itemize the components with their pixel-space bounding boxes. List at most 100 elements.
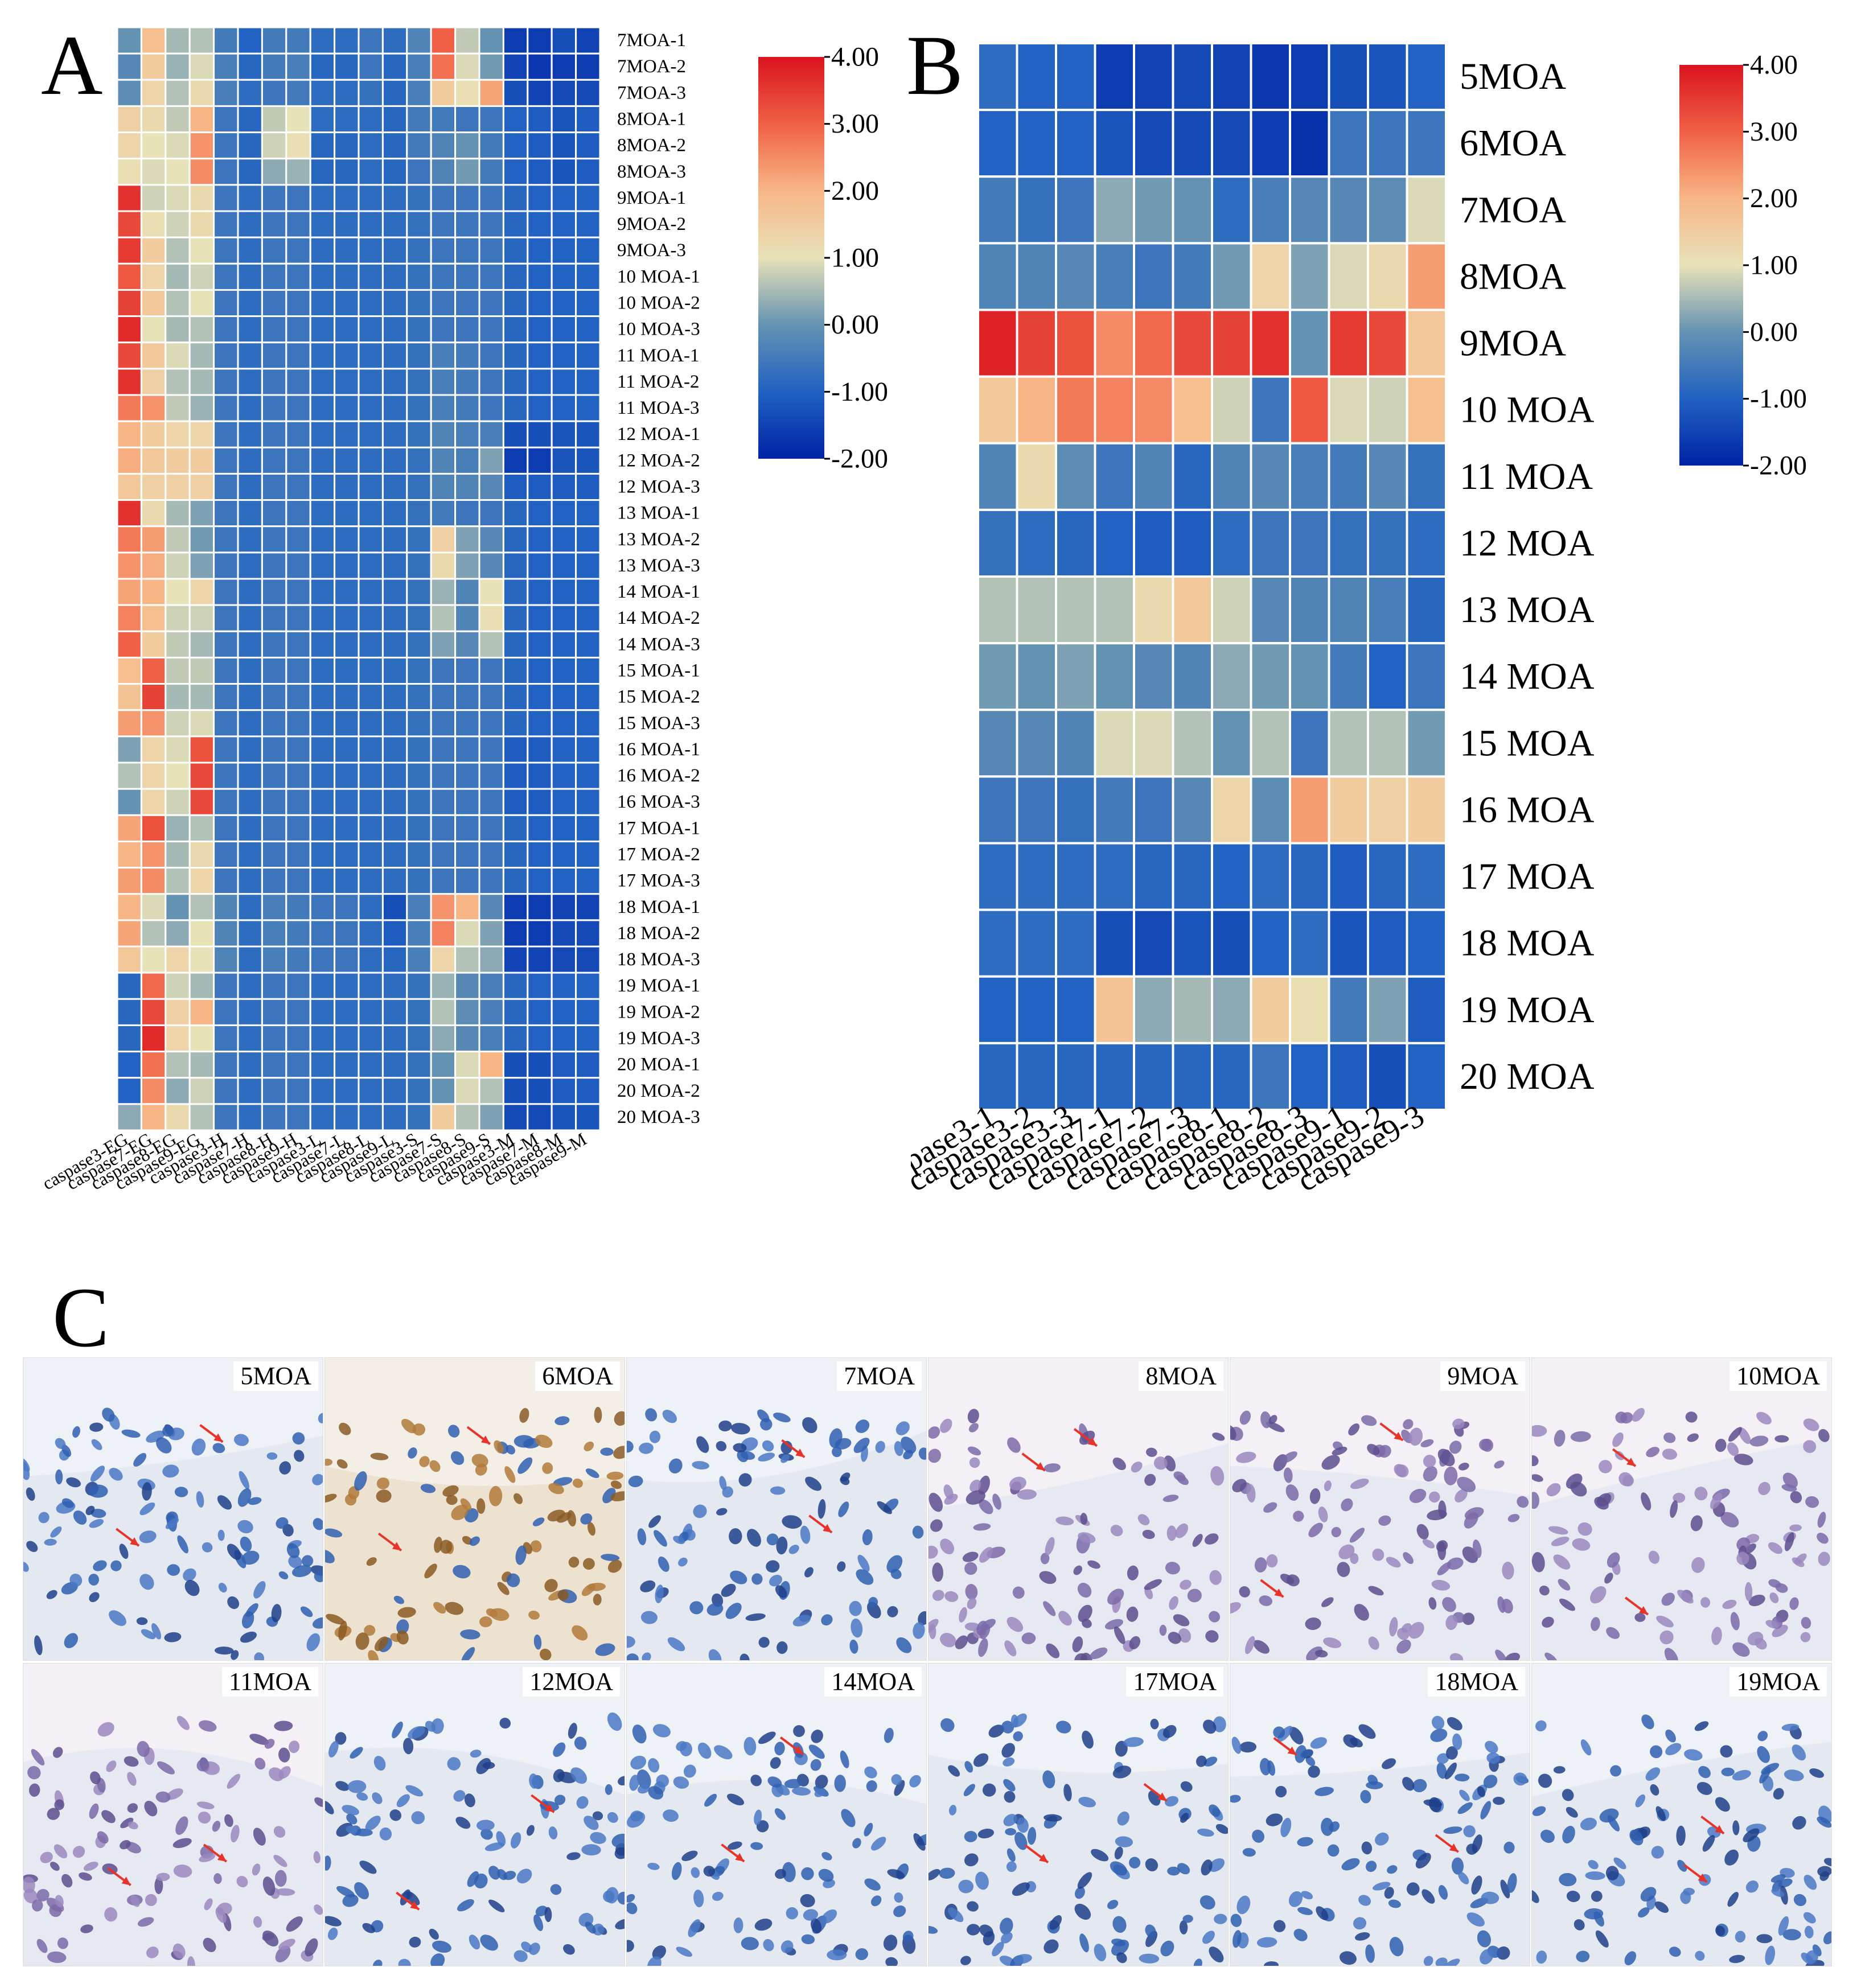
heatmap-cell — [406, 919, 432, 948]
heatmap-cell — [527, 236, 553, 265]
cell-nucleus — [1107, 1900, 1119, 1909]
cell-nucleus — [1193, 1958, 1202, 1966]
heatmap-cell — [1055, 242, 1096, 311]
heatmap-cell — [454, 709, 480, 738]
cell-nucleus — [28, 1783, 40, 1797]
cell-nucleus — [1013, 1713, 1027, 1727]
ihc-tile-label: 19MOA — [1729, 1667, 1827, 1697]
cell-nucleus — [1245, 1636, 1255, 1654]
cell-nucleus — [130, 1895, 140, 1907]
row-label: 5MOA — [1460, 56, 1566, 97]
heatmap-cell — [406, 551, 432, 580]
cell-nucleus — [1444, 1466, 1458, 1485]
heatmap-cell — [550, 210, 577, 238]
heatmap-cell — [454, 315, 480, 344]
cell-nucleus — [1677, 1590, 1694, 1604]
cell-nucleus — [460, 1629, 480, 1640]
heatmap-cell — [527, 341, 553, 370]
cell-nucleus — [535, 1434, 553, 1448]
heatmap-cell — [116, 551, 142, 580]
cell-nucleus — [1305, 1617, 1321, 1630]
heatmap-cell — [358, 788, 384, 816]
cell-nucleus — [237, 1520, 253, 1534]
row-label: 14 MOA-3 — [617, 634, 700, 655]
cell-nucleus — [1378, 1515, 1391, 1526]
cell-nucleus — [1077, 1583, 1092, 1598]
heatmap-cell — [1250, 109, 1291, 178]
cell-nucleus — [964, 1853, 979, 1867]
cell-nucleus — [453, 1565, 471, 1579]
heatmap-cell — [140, 289, 167, 318]
heatmap-cell — [1094, 375, 1135, 444]
heatmap-cell — [1094, 508, 1135, 578]
heatmap-cell — [309, 420, 336, 448]
cell-nucleus — [776, 1536, 788, 1555]
heatmap-cell — [430, 762, 457, 790]
heatmap-cell — [575, 972, 601, 1000]
heatmap-cell — [165, 341, 191, 370]
cell-nucleus — [1212, 1433, 1225, 1441]
cell-nucleus — [1744, 1543, 1756, 1554]
heatmap-cell — [1406, 375, 1447, 444]
heatmap-cell — [550, 972, 577, 1000]
cell-nucleus — [429, 1460, 441, 1472]
cell-nucleus — [712, 1891, 724, 1901]
heatmap-cell — [575, 1077, 601, 1105]
cell-nucleus — [325, 1855, 331, 1871]
heatmap-cell — [1406, 709, 1447, 778]
heatmap-cell — [165, 814, 191, 842]
heatmap-cell — [1328, 775, 1369, 845]
row-label: 9MOA-2 — [617, 214, 686, 234]
heatmap-cell — [1328, 908, 1369, 978]
heatmap-cell — [309, 289, 336, 318]
cell-nucleus — [432, 1940, 451, 1953]
cell-nucleus — [253, 1580, 266, 1599]
heatmap-cell — [334, 472, 360, 501]
cell-nucleus — [1043, 1463, 1061, 1472]
cell-nucleus — [1715, 1925, 1725, 1936]
cell-nucleus — [314, 1797, 323, 1807]
heatmap-cell — [358, 446, 384, 475]
cell-nucleus — [1435, 1957, 1448, 1966]
cell-nucleus — [1789, 1597, 1799, 1610]
heatmap-cell — [381, 472, 408, 501]
heatmap-cell — [1055, 175, 1096, 245]
cell-nucleus — [480, 1935, 498, 1951]
cell-nucleus — [83, 1861, 98, 1871]
cell-nucleus — [397, 1607, 416, 1618]
heatmap-cell — [406, 1077, 432, 1105]
cell-nucleus — [1056, 1721, 1071, 1734]
heatmap-cell — [478, 52, 504, 81]
cell-nucleus — [196, 1759, 209, 1772]
heatmap-cell — [430, 998, 457, 1026]
cell-nucleus — [1809, 1768, 1825, 1778]
heatmap-cell — [1172, 242, 1213, 311]
cell-nucleus — [1451, 1857, 1464, 1875]
heatmap-cell — [575, 289, 601, 318]
heatmap-cell — [309, 184, 336, 212]
cell-nucleus — [1003, 1779, 1016, 1792]
cell-nucleus — [313, 1518, 323, 1530]
colorbar-tick-label: 4.00 — [831, 42, 879, 72]
heatmap-cell — [575, 604, 601, 632]
cell-nucleus — [566, 1852, 581, 1861]
heatmap-cell — [381, 525, 408, 554]
heatmap-cell — [1367, 375, 1408, 444]
cell-nucleus — [1365, 1944, 1375, 1963]
cell-nucleus — [204, 1898, 213, 1911]
heatmap-cell — [478, 814, 504, 842]
cell-nucleus — [54, 1844, 68, 1859]
heatmap-cell — [430, 79, 457, 107]
cell-nucleus — [1535, 1720, 1547, 1732]
heatmap-cell — [285, 472, 311, 501]
cell-nucleus — [800, 1525, 811, 1544]
cell-nucleus — [770, 1486, 786, 1495]
heatmap-cell — [381, 262, 408, 291]
cell-nucleus — [1209, 1611, 1221, 1623]
row-label: 7MOA-3 — [617, 83, 686, 103]
cell-nucleus — [55, 1469, 63, 1485]
heatmap-cell — [1328, 842, 1369, 911]
cell-nucleus — [1273, 1920, 1286, 1932]
heatmap-cell — [430, 131, 457, 160]
heatmap-cell — [381, 972, 408, 1000]
